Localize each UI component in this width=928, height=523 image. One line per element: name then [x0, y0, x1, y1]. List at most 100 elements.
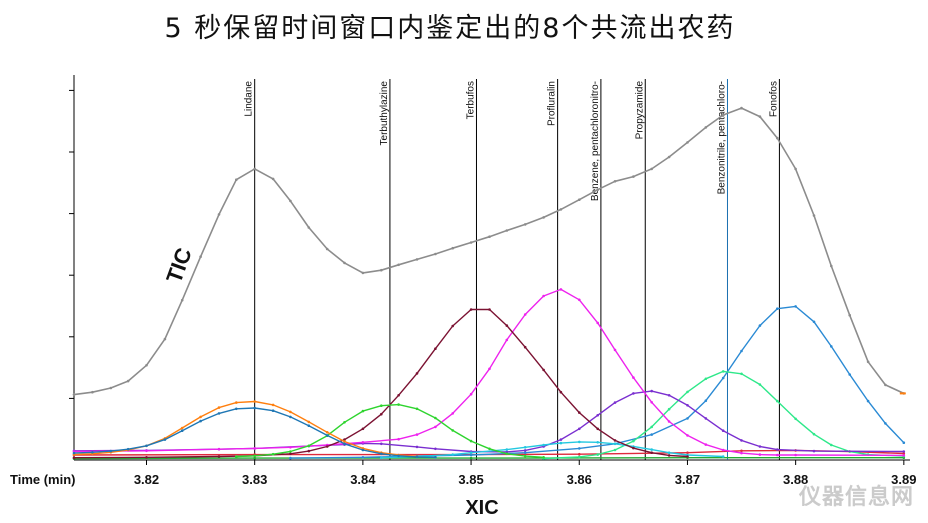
marker-label: Fonofos: [768, 81, 779, 117]
xic-point: [289, 450, 292, 453]
xic-point: [650, 425, 653, 429]
tic-point: [596, 188, 599, 191]
xic-point: [488, 447, 491, 451]
xic-point: [361, 448, 365, 452]
xic-trace: [73, 457, 904, 460]
xic-point: [343, 442, 346, 446]
xic-point: [596, 441, 599, 444]
x-tick-label: 3.86: [567, 472, 592, 487]
tic-point: [145, 364, 148, 367]
xic-trace: [236, 403, 544, 458]
tic-point: [650, 167, 653, 171]
tic-point: [469, 241, 473, 244]
tic-point: [380, 268, 383, 272]
xic-point: [523, 446, 527, 449]
tic-point: [361, 271, 365, 275]
xic-point: [217, 412, 221, 415]
xic-point: [794, 453, 797, 457]
xic-point: [650, 389, 653, 393]
x-tick-label: 3.87: [675, 472, 700, 487]
xic-point: [145, 449, 148, 453]
tic-point: [542, 216, 545, 219]
xic-point: [686, 455, 689, 458]
tic-point: [740, 106, 743, 110]
xic-point: [613, 401, 617, 404]
watermark: 仪器信息网: [798, 485, 914, 510]
xic-point: [126, 447, 130, 451]
xic-point: [361, 456, 365, 459]
xic-point: [505, 450, 509, 454]
tic-point: [776, 136, 779, 140]
marker-label: Benzonitrile, pentachloro-: [716, 81, 727, 194]
xic-point: [758, 453, 762, 456]
xic-point: [542, 443, 545, 447]
xic-point: [902, 454, 906, 457]
xic-point: [812, 449, 816, 453]
xic-point: [740, 372, 743, 376]
marker-label: Lindane: [244, 81, 255, 117]
xic-point: [721, 376, 725, 380]
xic-point: [776, 453, 779, 457]
xic-point: [794, 305, 797, 308]
xic-point: [488, 367, 491, 371]
xic-point: [686, 404, 689, 407]
xic-point: [235, 407, 238, 411]
xic-point: [415, 372, 419, 375]
xic-trace: [381, 441, 724, 459]
xic-point: [542, 368, 545, 372]
xic-point: [307, 424, 311, 428]
xic-point: [613, 442, 617, 446]
xic-point: [776, 307, 779, 311]
xic-point: [451, 429, 455, 432]
xic-point: [523, 449, 527, 452]
xic-point: [109, 449, 113, 453]
xic-point: [523, 451, 527, 455]
tic-point: [199, 255, 202, 258]
x-tick-label: 3.85: [458, 472, 483, 487]
tic-point: [289, 199, 292, 203]
xic-point: [72, 451, 76, 455]
xic-point: [632, 392, 635, 395]
xic-point: [776, 448, 779, 451]
xic-point: [289, 446, 292, 449]
xic-point: [613, 439, 617, 442]
marker-label: Propyzamide: [634, 81, 645, 140]
xic-point: [721, 448, 725, 452]
xic-point: [523, 345, 527, 349]
xic-point: [542, 456, 545, 459]
xic-point: [902, 452, 906, 455]
xic-point: [776, 399, 779, 403]
xic-point: [307, 420, 311, 424]
tic-point: [126, 379, 130, 383]
xic-point: [758, 445, 762, 448]
xic-point: [650, 433, 653, 436]
xic-point: [488, 308, 491, 311]
xic-point: [451, 324, 455, 328]
xic-point: [199, 415, 202, 419]
x-axis-label: Time (min): [10, 472, 76, 487]
tic-point: [794, 167, 797, 171]
xic-point: [578, 455, 581, 459]
tic-point: [559, 208, 563, 211]
tic-point: [253, 167, 256, 171]
xic-point: [559, 288, 563, 291]
tic-point: [812, 214, 816, 217]
xic-point: [830, 345, 833, 348]
xic-point: [505, 324, 509, 327]
xic-point: [632, 446, 635, 450]
xic-point: [559, 438, 563, 441]
xic-point: [180, 429, 184, 433]
tic-point: [109, 386, 113, 390]
xic-point: [91, 451, 94, 454]
xic-point: [397, 454, 400, 458]
x-tick-label: 3.82: [134, 472, 159, 487]
xic-point: [325, 431, 329, 434]
xic-trace: [290, 305, 905, 459]
xic-point: [794, 417, 797, 421]
xic-point: [434, 425, 437, 429]
xic-point: [217, 455, 221, 458]
xic-point: [578, 411, 581, 414]
xic-point: [361, 427, 365, 431]
tic-point: [397, 263, 400, 267]
xic-point: [415, 455, 419, 459]
